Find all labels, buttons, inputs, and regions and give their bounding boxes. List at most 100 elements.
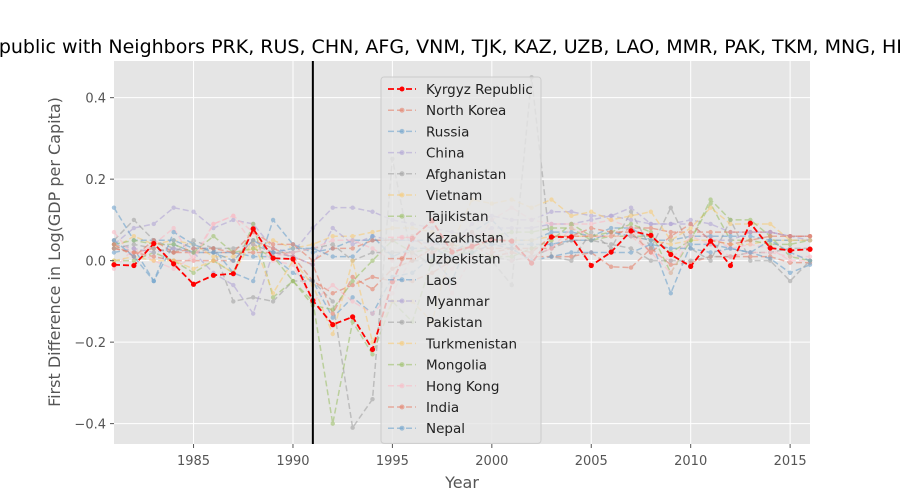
data-point — [111, 262, 117, 268]
legend-entry: Vietnam — [388, 188, 482, 204]
data-point — [748, 258, 753, 263]
data-point — [628, 221, 634, 227]
data-point — [807, 258, 813, 263]
data-point — [171, 205, 176, 210]
data-point — [151, 278, 156, 284]
data-point — [370, 339, 375, 345]
data-point — [708, 205, 713, 210]
data-point — [370, 274, 375, 280]
legend-swatch-marker — [399, 234, 405, 240]
data-point — [569, 250, 574, 255]
data-point — [350, 242, 355, 247]
data-point — [350, 234, 355, 239]
data-point — [748, 250, 753, 255]
data-point — [350, 299, 355, 304]
data-point — [608, 242, 614, 247]
legend-entry: Afghanistan — [388, 167, 506, 183]
data-point — [131, 225, 137, 231]
data-point — [330, 421, 335, 426]
data-point — [330, 322, 336, 328]
data-point — [728, 246, 733, 251]
data-point — [330, 246, 335, 251]
legend-label: Kyrgyz Republic — [426, 82, 533, 98]
series-line — [113, 239, 810, 266]
data-point — [589, 238, 594, 243]
data-point — [251, 295, 256, 300]
data-point — [131, 262, 137, 269]
data-point — [131, 242, 137, 247]
data-point — [171, 229, 176, 235]
data-point — [668, 258, 673, 263]
data-point — [350, 254, 355, 259]
legend-entry: Myanmar — [388, 294, 490, 310]
data-point — [688, 258, 693, 263]
data-point — [370, 286, 375, 292]
y-tick-label: −0.2 — [74, 336, 106, 351]
data-point — [648, 221, 654, 227]
data-point — [330, 205, 335, 210]
data-point — [768, 234, 773, 239]
data-point — [628, 209, 634, 214]
data-point — [748, 238, 753, 243]
legend-label: Russia — [426, 124, 469, 140]
data-point — [549, 221, 554, 227]
data-point — [608, 264, 614, 269]
legend-entry: Mongolia — [388, 358, 487, 374]
data-point — [608, 213, 614, 219]
legend-swatch-marker — [399, 383, 405, 389]
data-point — [369, 346, 376, 353]
legend-label: Uzbekistan — [426, 252, 501, 268]
data-point — [708, 234, 713, 239]
data-point — [549, 246, 554, 251]
data-point — [251, 278, 256, 284]
data-point — [708, 258, 713, 263]
data-point — [728, 238, 733, 243]
legend-label: North Korea — [426, 103, 506, 119]
data-point — [787, 234, 793, 239]
data-point — [211, 254, 216, 259]
data-point — [330, 234, 335, 239]
data-point — [589, 234, 594, 239]
data-point — [151, 246, 156, 251]
legend-label: Mongolia — [426, 358, 487, 374]
x-tick-label: 2000 — [475, 454, 508, 469]
data-point — [648, 246, 654, 251]
data-point — [767, 245, 773, 251]
data-point — [111, 266, 117, 271]
data-point — [648, 225, 654, 231]
data-point — [350, 238, 355, 243]
y-tick-label: 0.4 — [85, 92, 106, 107]
data-point — [628, 213, 634, 219]
data-point — [648, 242, 654, 247]
data-point — [131, 258, 137, 263]
data-point — [787, 247, 793, 254]
legend-swatch-marker — [399, 277, 405, 283]
data-point — [589, 250, 594, 255]
data-point — [231, 282, 236, 288]
legend-swatch-marker — [399, 298, 405, 304]
data-point — [290, 246, 296, 251]
data-point — [231, 254, 236, 259]
legend-entry: Tajikistan — [388, 209, 489, 225]
series-line — [113, 223, 810, 262]
data-point — [270, 246, 276, 251]
legend-label: Laos — [426, 273, 457, 289]
data-point — [728, 217, 733, 223]
legend-entry: Russia — [388, 124, 469, 140]
data-point — [608, 249, 614, 255]
data-point — [568, 234, 574, 240]
data-point — [628, 250, 634, 255]
data-point — [370, 238, 375, 243]
data-point — [251, 311, 256, 316]
legend-label: Pakistan — [426, 315, 483, 331]
data-point — [569, 229, 574, 235]
legend-swatch-marker — [399, 362, 405, 368]
data-point — [290, 250, 296, 255]
data-point — [191, 266, 196, 271]
data-point — [608, 225, 614, 231]
data-point — [231, 258, 236, 263]
data-point — [787, 270, 793, 276]
y-tick-label: −0.4 — [74, 418, 106, 433]
data-point — [628, 246, 634, 251]
data-point — [648, 250, 654, 255]
